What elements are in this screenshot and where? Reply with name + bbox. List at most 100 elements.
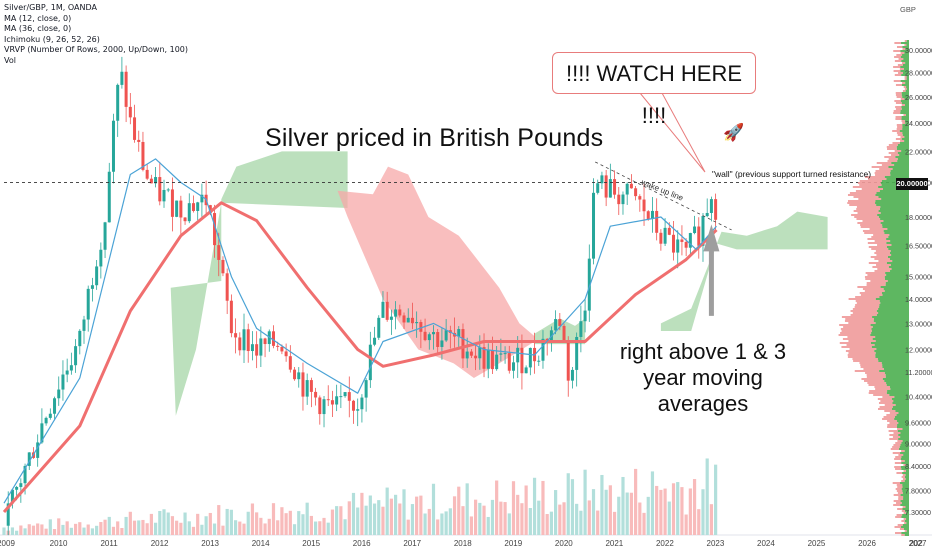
volume-profile-up: [873, 320, 909, 322]
volume-profile-down: [896, 124, 903, 126]
candle-body: [482, 347, 486, 369]
volume-bar: [469, 516, 473, 535]
volume-profile-down: [898, 58, 904, 60]
volume-profile-up: [871, 332, 909, 334]
volume-bar: [474, 499, 478, 535]
volume-bar: [246, 511, 250, 535]
legend-symbol[interactable]: Silver/GBP, 1M, OANDA: [4, 3, 97, 12]
volume-profile-up: [881, 292, 909, 294]
volume-profile-down: [892, 446, 900, 448]
volume-bar: [642, 512, 646, 535]
volume-profile-up: [902, 440, 909, 442]
candle-body: [667, 227, 671, 235]
candle-body: [259, 338, 263, 356]
volume-profile-up: [900, 110, 909, 112]
volume-profile-down: [863, 368, 884, 370]
volume-profile-down: [901, 520, 905, 522]
volume-profile-up: [904, 104, 909, 106]
volume-profile-down: [895, 108, 902, 110]
volume-profile-down: [893, 504, 901, 506]
volume-profile-up: [896, 146, 909, 148]
volume-profile-down: [900, 136, 905, 138]
volume-bar: [684, 514, 688, 535]
volume-bar: [326, 522, 330, 535]
volume-bar: [667, 501, 671, 535]
volume-profile-up: [897, 430, 909, 432]
volume-profile-down: [852, 358, 878, 360]
volume-bar: [238, 521, 242, 535]
volume-profile-down: [893, 112, 901, 114]
candle-body: [191, 203, 195, 211]
volume-profile-up: [890, 172, 909, 174]
volume-profile-up: [884, 380, 909, 382]
watch-here-callout[interactable]: !!!! WATCH HERE !!!!: [552, 52, 756, 128]
volume-profile-down: [856, 218, 881, 220]
candle-body: [356, 409, 360, 411]
candle-body: [149, 178, 153, 184]
volume-bar: [267, 518, 271, 535]
candle-body: [592, 192, 596, 259]
volume-profile-down: [857, 182, 881, 184]
volume-bar: [31, 525, 36, 535]
volume-profile-up: [900, 452, 909, 454]
volume-profile-down: [897, 440, 903, 442]
volume-profile-down: [894, 458, 901, 460]
volume-profile-up: [888, 266, 909, 268]
candle-body: [242, 329, 246, 351]
volume-profile-down: [898, 72, 903, 74]
volume-bar: [596, 510, 600, 535]
volume-profile-down: [888, 430, 898, 432]
legend-ma36[interactable]: MA (36, close, 0): [4, 24, 72, 33]
legend-ma12[interactable]: MA (12, close, 0): [4, 13, 72, 23]
volume-profile-down: [870, 256, 888, 258]
volume-profile-up: [895, 404, 909, 406]
candle-body: [213, 213, 217, 246]
volume-profile-down: [898, 454, 904, 456]
volume-profile-up: [892, 260, 909, 262]
volume-profile-down: [841, 346, 872, 348]
volume-profile-down: [894, 150, 902, 152]
volume-bar: [368, 495, 372, 535]
volume-profile-up: [880, 218, 909, 220]
candle-body: [305, 380, 309, 397]
volume-profile-down: [875, 250, 891, 252]
volume-profile-down: [889, 438, 899, 440]
volume-profile-up: [879, 208, 909, 210]
volume-profile-down: [871, 236, 889, 238]
price-tick-label: 11.20000: [905, 368, 932, 377]
volume-bar: [107, 516, 111, 535]
volume-profile-up: [885, 376, 909, 378]
wall-annotation[interactable]: "wall" (previous support turned resistan…: [712, 169, 872, 179]
volume-profile-up: [890, 388, 909, 390]
volume-profile-up: [902, 508, 909, 510]
volume-profile-up: [879, 300, 909, 302]
volume-profile-up: [901, 468, 909, 470]
legend-vrvp[interactable]: VRVP (Number Of Rows, 2000, Up/Down, 100…: [4, 45, 188, 54]
volume-bar: [541, 480, 545, 535]
volume-bar: [351, 492, 356, 535]
volume-bar: [15, 530, 19, 535]
volume-profile-down: [897, 492, 903, 494]
volume-profile-up: [870, 342, 909, 344]
volume-profile-down: [874, 258, 890, 260]
volume-profile-up: [870, 324, 909, 326]
volume-profile-down: [890, 448, 899, 450]
volume-profile-up: [894, 396, 909, 398]
volume-profile-up: [875, 298, 909, 300]
candle-body: [410, 317, 414, 324]
chart-title-annotation[interactable]: Silver priced in British Pounds: [265, 124, 604, 152]
volume-profile-down: [904, 88, 907, 90]
time-tick-label: 2017: [403, 539, 421, 548]
moving-average-annotation[interactable]: right above 1 & 3 year moving averages: [598, 339, 808, 417]
time-tick-label: 2022: [656, 539, 674, 548]
volume-bar: [259, 517, 263, 535]
volume-profile-up: [901, 442, 909, 444]
price-tick-label: 13.00000: [905, 319, 932, 328]
volume-profile-up: [892, 402, 909, 404]
legend-ichimoku[interactable]: Ichimoku (9, 26, 52, 26): [4, 34, 100, 44]
volume-profile-down: [897, 134, 903, 136]
legend-vol[interactable]: Vol: [4, 55, 16, 65]
rocket-icon[interactable]: 🚀: [723, 123, 745, 142]
volume-bar: [659, 489, 663, 535]
